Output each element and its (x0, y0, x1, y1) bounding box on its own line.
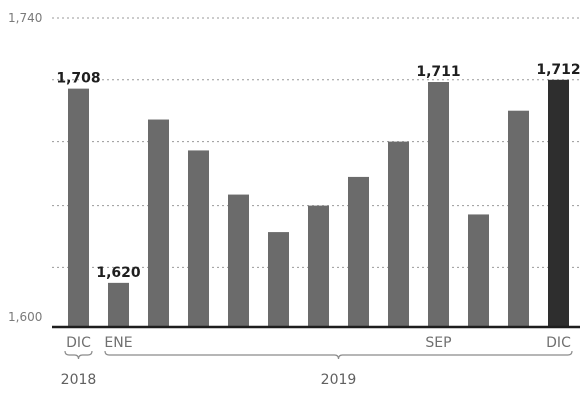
data-label-9: 1,711 (416, 64, 460, 80)
year-label-0: 2018 (61, 372, 97, 388)
data-label-0: 1,708 (56, 71, 100, 87)
bar-11 (508, 110, 529, 327)
bar-6 (308, 205, 329, 327)
bar-7 (348, 176, 369, 327)
bar-12 (548, 79, 569, 327)
year-bracket-1 (104, 350, 573, 360)
data-label-1: 1,620 (96, 265, 141, 281)
bar-10 (468, 214, 489, 327)
x-tick-label-0: DIC (66, 335, 91, 351)
bar-2 (148, 119, 169, 328)
bar-5 (268, 232, 289, 327)
x-tick-label-12: DIC (546, 335, 571, 351)
data-label-12: 1,712 (536, 62, 580, 78)
x-tick-label-9: SEP (425, 335, 451, 351)
x-tick-label-1: ENE (104, 335, 132, 351)
bar-9 (428, 82, 449, 327)
bar-8 (388, 141, 409, 327)
bar-1 (108, 282, 129, 327)
bar-4 (228, 194, 249, 327)
y-tick-label-top: 1,740 (8, 11, 42, 25)
year-label-1: 2019 (321, 372, 357, 388)
bar-0 (68, 88, 89, 327)
y-tick-label-bottom: 1,600 (8, 310, 42, 324)
year-bracket-0 (64, 350, 93, 360)
bar-3 (188, 150, 209, 327)
